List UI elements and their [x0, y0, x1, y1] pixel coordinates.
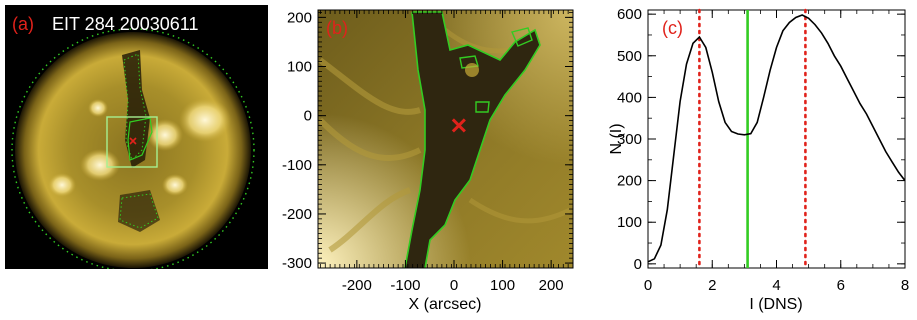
x-tick-label: -200: [342, 277, 372, 294]
x-tick-label: 0: [644, 277, 652, 294]
panel-b-axes: -200 -100 0 100 200 200 100 0 -100 -200 -300: [282, 9, 574, 294]
coronal-hole-contour: [459, 55, 479, 69]
coronal-hole-contour: [475, 101, 490, 113]
panel-c: 0 2 4 6 8 0 100 200 300 400 500 600 (c) I (DNS) N (…: [608, 6, 909, 313]
center-marker: [451, 118, 466, 133]
panel-c-ylabel: N (I): [608, 123, 625, 154]
x-tick-label: 8: [901, 277, 909, 294]
y-tick-label: 300: [617, 131, 642, 148]
panel-c-tag: (c): [662, 18, 683, 38]
y-tick-label: 200: [617, 173, 642, 190]
y-tick-label: 400: [617, 89, 642, 106]
coronal-hole-contour: [404, 11, 426, 268]
y-tick-label: 600: [617, 6, 642, 23]
panel-c-xlabel: I (DNS): [749, 296, 802, 313]
x-tick-label: 2: [708, 277, 716, 294]
x-tick-label: 200: [539, 277, 564, 294]
panel-b-frame: [317, 9, 574, 269]
y-tick-label: 100: [617, 214, 642, 231]
center-marker: [129, 137, 137, 145]
y-tick-label: 500: [617, 48, 642, 65]
panel-a-title: EIT 284 20030611: [52, 14, 198, 34]
coronal-hole-contour: [123, 53, 147, 161]
x-tick-label: 6: [837, 277, 845, 294]
coronal-hole-contour: [511, 27, 533, 47]
active-region: [179, 98, 231, 142]
panel-a: (a) EIT 284 20030611: [5, 5, 268, 269]
panel-c-vlines: [698, 8, 807, 270]
y-tick-label: -200: [282, 206, 312, 223]
panel-c-frame: [647, 9, 906, 269]
y-tick-label: 200: [287, 9, 312, 26]
y-tick-label: 100: [287, 59, 312, 76]
active-region: [80, 149, 120, 181]
coronal-hole-contour: [412, 11, 541, 268]
histogram-curve: [647, 14, 906, 263]
panel-c-axes: 0 2 4 6 8 0 100 200 300 400 500 600: [617, 6, 909, 294]
active-region: [162, 174, 188, 196]
active-region: [88, 99, 108, 117]
limb-contour: [11, 28, 255, 269]
panel-a-tag: (a): [12, 14, 34, 34]
active-region: [48, 173, 76, 197]
panel-b: -200 -100 0 100 200 200 100 0 -100 -200 -300 (b) X…: [282, 9, 574, 313]
zoom-box: [106, 116, 158, 168]
coronal-hole: [118, 190, 160, 232]
coronal-hole-contour: [127, 117, 153, 161]
panel-b-tag: (b): [326, 18, 348, 38]
x-tick-label: 0: [450, 277, 458, 294]
x-tick-label: -100: [390, 277, 420, 294]
bright-point: [465, 63, 479, 77]
coronal-hole: [405, 12, 540, 268]
panel-b-xlabel: X (arcsec): [409, 296, 482, 313]
x-tick-label: 100: [490, 277, 515, 294]
y-tick-label: -100: [282, 157, 312, 174]
y-tick-label: 0: [304, 108, 312, 125]
x-tick-label: 4: [772, 277, 780, 294]
y-tick-label: -300: [282, 255, 312, 272]
coronal-loops: [318, 57, 422, 253]
y-tick-label: 0: [634, 256, 642, 273]
active-region: [147, 119, 183, 151]
